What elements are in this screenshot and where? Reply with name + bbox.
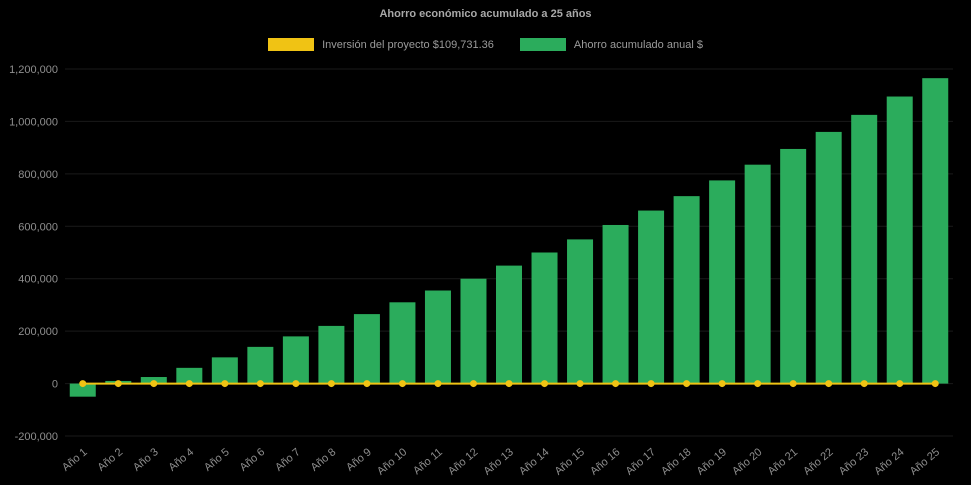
line-marker bbox=[114, 380, 122, 388]
y-tick-label: -200,000 bbox=[15, 431, 58, 443]
bar bbox=[353, 314, 380, 384]
line-marker bbox=[789, 380, 797, 388]
x-tick-label: Año 11 bbox=[411, 446, 445, 477]
x-tick-label: Año 25 bbox=[908, 446, 942, 478]
line-marker bbox=[221, 380, 229, 388]
line-marker bbox=[576, 380, 584, 388]
legend-swatch-investment bbox=[268, 38, 315, 51]
legend-item-savings[interactable]: Ahorro acumulado anual $ bbox=[519, 38, 703, 51]
bar bbox=[247, 346, 274, 384]
line-marker bbox=[718, 380, 726, 388]
x-tick-label: Año 6 bbox=[238, 446, 268, 474]
legend-item-investment[interactable]: Inversión del proyecto $109,731.36 bbox=[268, 38, 494, 51]
line-marker bbox=[398, 380, 406, 388]
line-marker bbox=[505, 380, 513, 388]
bar bbox=[496, 265, 522, 384]
x-tick-label: Año 16 bbox=[588, 446, 622, 478]
x-tick-label: Año 14 bbox=[517, 446, 551, 478]
bar bbox=[709, 180, 736, 384]
x-tick-label: Año 10 bbox=[375, 446, 409, 478]
bar bbox=[922, 78, 949, 384]
x-tick-label: Año 13 bbox=[481, 446, 515, 478]
bar bbox=[424, 290, 451, 384]
y-tick-label: 1,000,000 bbox=[9, 116, 58, 128]
legend-swatch-savings bbox=[519, 38, 566, 51]
bar bbox=[602, 224, 629, 384]
line-marker bbox=[256, 380, 264, 388]
bar bbox=[176, 367, 203, 384]
y-tick-label: 800,000 bbox=[18, 169, 58, 181]
line-marker bbox=[896, 380, 904, 388]
x-tick-label: Año 24 bbox=[872, 446, 906, 478]
line-marker bbox=[647, 380, 655, 388]
bar bbox=[638, 210, 665, 384]
bar bbox=[211, 357, 238, 384]
x-tick-label: Año 21 bbox=[766, 446, 800, 478]
line-marker bbox=[825, 380, 833, 388]
bar bbox=[815, 131, 842, 384]
x-tick-label: Año 7 bbox=[273, 446, 303, 474]
x-tick-label: Año 23 bbox=[837, 446, 871, 478]
bar bbox=[460, 278, 487, 384]
line-marker bbox=[860, 380, 868, 388]
x-tick-label: Año 12 bbox=[446, 446, 480, 478]
x-tick-label: Año 4 bbox=[167, 446, 197, 474]
bar bbox=[389, 302, 416, 384]
x-tick-label: Año 20 bbox=[730, 446, 764, 478]
x-tick-label: Año 3 bbox=[131, 446, 161, 474]
x-tick-label: Año 1 bbox=[60, 446, 90, 474]
chart-title: Ahorro económico acumulado a 25 años bbox=[379, 8, 592, 20]
line-marker bbox=[541, 380, 549, 388]
bar bbox=[744, 164, 771, 384]
legend-label-savings: Ahorro acumulado anual $ bbox=[573, 38, 703, 51]
x-tick-label: Año 19 bbox=[695, 446, 729, 478]
line-marker bbox=[292, 380, 300, 388]
x-tick-label: Año 15 bbox=[553, 446, 587, 478]
line-marker bbox=[434, 380, 442, 388]
bar bbox=[282, 336, 309, 384]
x-tick-label: Año 2 bbox=[95, 446, 125, 474]
legend: Inversión del proyecto $109,731.36 Ahorr… bbox=[0, 38, 971, 51]
bar bbox=[567, 239, 594, 384]
y-tick-label: 0 bbox=[52, 379, 58, 391]
line-marker bbox=[363, 380, 371, 388]
legend-label-investment: Inversión del proyecto $109,731.36 bbox=[322, 38, 494, 51]
bar bbox=[780, 148, 807, 384]
line-marker bbox=[754, 380, 762, 388]
x-tick-label: Año 9 bbox=[344, 446, 374, 474]
y-tick-label: 200,000 bbox=[18, 326, 58, 338]
line-marker bbox=[683, 380, 691, 388]
line-marker bbox=[150, 380, 158, 388]
line-marker bbox=[931, 380, 939, 388]
x-tick-label: Año 8 bbox=[309, 446, 339, 474]
x-tick-label: Año 17 bbox=[624, 446, 658, 478]
line-marker bbox=[185, 380, 193, 388]
bar bbox=[886, 96, 913, 384]
y-tick-label: 1,200,000 bbox=[9, 64, 58, 76]
bar bbox=[531, 252, 558, 384]
bar bbox=[851, 114, 878, 384]
x-tick-label: Año 22 bbox=[801, 446, 835, 478]
line-marker bbox=[612, 380, 620, 388]
bar bbox=[673, 196, 700, 384]
x-tick-label: Año 5 bbox=[202, 446, 232, 474]
bar bbox=[69, 383, 96, 397]
y-tick-label: 600,000 bbox=[18, 221, 58, 233]
line-marker bbox=[327, 380, 335, 388]
bar bbox=[318, 325, 345, 384]
line-marker bbox=[469, 380, 477, 388]
line-marker bbox=[79, 380, 87, 388]
y-tick-label: 400,000 bbox=[18, 274, 58, 286]
x-tick-label: Año 18 bbox=[659, 446, 693, 478]
